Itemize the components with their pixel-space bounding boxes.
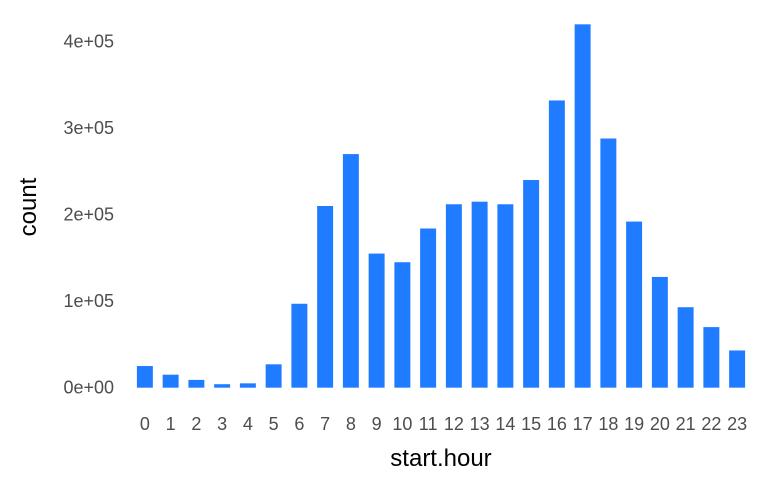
- x-tick-label: 10: [392, 414, 412, 434]
- bar-hour-15: [523, 180, 540, 388]
- bar-hour-8: [342, 154, 359, 388]
- bar-hour-5: [265, 364, 282, 388]
- x-tick-label: 15: [521, 414, 541, 434]
- y-tick-label: 1e+05: [63, 291, 114, 311]
- y-tick-label: 0e+00: [63, 378, 114, 398]
- bar-hour-14: [497, 204, 514, 388]
- x-tick-label: 3: [217, 414, 227, 434]
- x-tick-labels: 0 1 2 3 4 5 6 7 8 9 10 11 12 13 14 15 16 17 18 19 20 21 22 23: [140, 414, 747, 434]
- bar-hour-21: [677, 307, 694, 388]
- x-tick-label: 6: [294, 414, 304, 434]
- x-tick-label: 17: [573, 414, 593, 434]
- bar-hour-11: [420, 228, 437, 388]
- x-tick-label: 18: [598, 414, 618, 434]
- x-tick-label: 7: [320, 414, 330, 434]
- x-tick-label: 22: [701, 414, 721, 434]
- x-tick-label: 2: [191, 414, 201, 434]
- bar-hour-7: [317, 206, 334, 388]
- bar-hour-19: [626, 221, 643, 388]
- x-tick-label: 8: [346, 414, 356, 434]
- x-tick-label: 11: [419, 414, 438, 434]
- bar-hour-16: [548, 100, 565, 388]
- x-tick-label: 14: [495, 414, 515, 434]
- x-axis-title: start.hour: [390, 445, 491, 472]
- y-tick-label: 3e+05: [63, 118, 114, 138]
- x-tick-label: 21: [676, 414, 696, 434]
- bar-hour-12: [445, 204, 462, 388]
- x-tick-label: 0: [140, 414, 150, 434]
- x-tick-label: 16: [547, 414, 567, 434]
- bar-hour-23: [729, 350, 746, 388]
- bar-hour-22: [703, 327, 720, 388]
- y-axis-title: count: [15, 177, 42, 236]
- y-tick-label: 4e+05: [63, 32, 114, 52]
- x-tick-label: 1: [166, 414, 176, 434]
- bar-hour-18: [600, 138, 617, 388]
- x-tick-label: 4: [243, 414, 253, 434]
- y-tick-label: 2e+05: [63, 205, 114, 225]
- x-tick-label: 19: [624, 414, 644, 434]
- bar-hour-0: [136, 366, 153, 388]
- bar-hour-17: [574, 24, 591, 388]
- bar-hour-3: [214, 384, 231, 388]
- bar-hour-2: [188, 379, 205, 388]
- x-tick-label: 12: [444, 414, 464, 434]
- bar-hour-4: [239, 383, 256, 388]
- bars-group: [136, 24, 746, 388]
- y-tick-labels: 0e+00 1e+05 2e+05 3e+05 4e+05: [63, 32, 114, 398]
- x-tick-label: 20: [650, 414, 670, 434]
- bar-hour-9: [368, 253, 385, 388]
- x-tick-label: 9: [372, 414, 382, 434]
- x-tick-label: 5: [269, 414, 279, 434]
- bar-hour-6: [291, 303, 308, 388]
- bar-hour-20: [651, 276, 668, 388]
- bar-hour-1: [162, 374, 179, 388]
- x-tick-label: 13: [470, 414, 490, 434]
- x-tick-label: 23: [727, 414, 747, 434]
- bar-hour-13: [471, 201, 488, 388]
- bar-hour-10: [394, 262, 411, 388]
